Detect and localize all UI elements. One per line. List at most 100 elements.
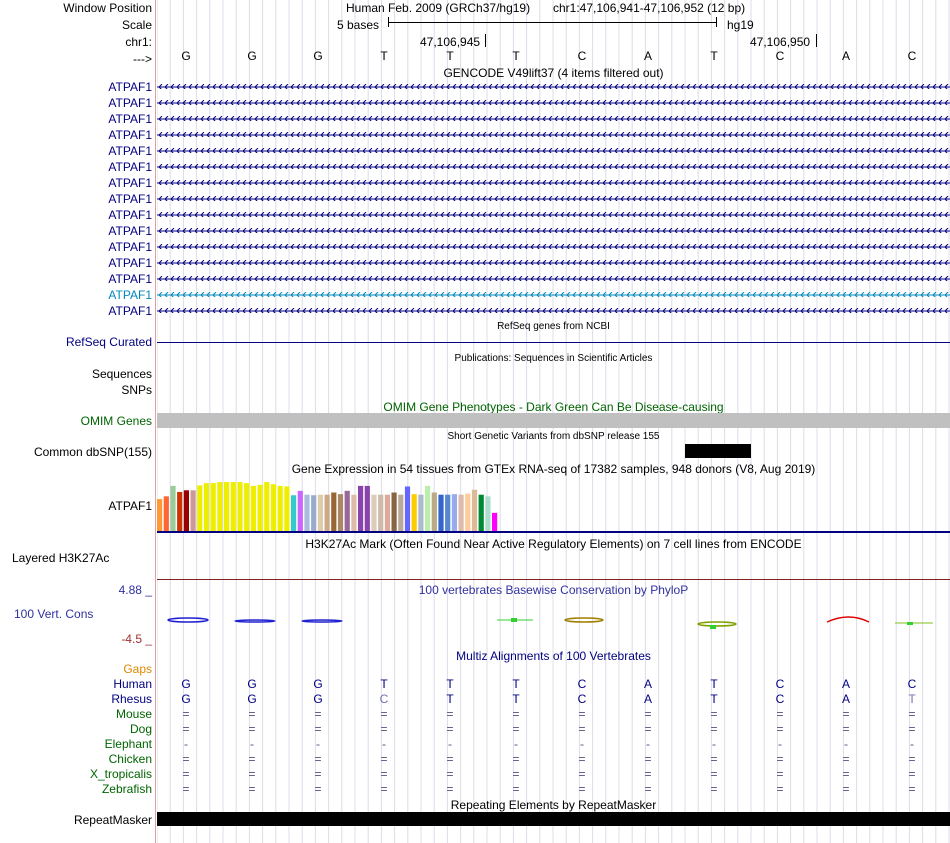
gtex-tissue-bar bbox=[317, 494, 323, 531]
gencode-transcript-label[interactable]: ATPAF1 bbox=[108, 224, 152, 238]
omim-genes-label[interactable]: OMIM Genes bbox=[80, 414, 152, 428]
base-letter: T bbox=[512, 49, 520, 63]
refseq-curated-label[interactable]: RefSeq Curated bbox=[65, 335, 152, 349]
gtex-tissue-bar bbox=[284, 486, 290, 531]
multiz-base: = bbox=[182, 707, 190, 721]
repeatmasker-track-title[interactable]: Repeating Elements by RepeatMasker bbox=[450, 798, 657, 812]
gencode-transcript-label[interactable]: ATPAF1 bbox=[108, 80, 152, 94]
multiz-base: = bbox=[644, 707, 652, 721]
multiz-base: = bbox=[512, 707, 520, 721]
phylop-conservation-plot[interactable] bbox=[157, 612, 950, 632]
multiz-base: = bbox=[644, 782, 652, 796]
gencode-transcript-line[interactable] bbox=[157, 260, 950, 265]
gencode-transcript-line[interactable] bbox=[157, 100, 950, 105]
h3k27ac-baseline bbox=[157, 579, 950, 580]
gencode-transcript-label[interactable]: ATPAF1 bbox=[108, 240, 152, 254]
dbsnp-track-title[interactable]: Short Genetic Variants from dbSNP releas… bbox=[447, 431, 660, 442]
gencode-transcript-line[interactable] bbox=[157, 132, 950, 137]
gencode-track-title[interactable]: GENCODE V49lift37 (4 items filtered out) bbox=[443, 66, 664, 80]
multiz-base: C bbox=[577, 677, 587, 691]
repeatmasker-element-bar[interactable] bbox=[157, 812, 950, 826]
gtex-gene-label[interactable]: ATPAF1 bbox=[108, 499, 152, 513]
gtex-track-title[interactable]: Gene Expression in 54 tissues from GTEx … bbox=[291, 462, 816, 476]
publications-track-title[interactable]: Publications: Sequences in Scientific Ar… bbox=[454, 353, 653, 364]
gencode-transcript-label[interactable]: ATPAF1 bbox=[108, 208, 152, 222]
multiz-base: G bbox=[181, 692, 191, 706]
base-letter: C bbox=[577, 49, 587, 63]
cons-track-label[interactable]: 100 Vert. Cons bbox=[14, 607, 94, 621]
publications-sequences-label[interactable]: Sequences bbox=[91, 367, 152, 381]
h3k27ac-track-title[interactable]: H3K27Ac Mark (Often Found Near Active Re… bbox=[305, 537, 802, 551]
multiz-track-title[interactable]: Multiz Alignments of 100 Vertebrates bbox=[456, 649, 651, 663]
assembly-text[interactable]: Human Feb. 2009 (GRCh37/hg19) bbox=[346, 1, 531, 15]
gencode-transcript-line[interactable] bbox=[157, 116, 950, 121]
gencode-transcript-line[interactable] bbox=[157, 196, 950, 201]
multiz-base: = bbox=[182, 782, 190, 796]
repeatmasker-label[interactable]: RepeatMasker bbox=[73, 813, 152, 827]
position-text[interactable]: chr1:47,106,941-47,106,952 (12 bp) bbox=[553, 1, 746, 15]
gtex-tissue-bar bbox=[297, 490, 303, 531]
gtex-bar-chart[interactable] bbox=[157, 476, 557, 531]
gtex-tissue-bar bbox=[371, 494, 377, 531]
gtex-tissue-bar bbox=[398, 494, 404, 531]
gencode-transcript-line[interactable] bbox=[157, 212, 950, 217]
gencode-transcript-label[interactable]: ATPAF1 bbox=[108, 96, 152, 110]
multiz-species-label[interactable]: Human bbox=[113, 677, 152, 691]
multiz-base: G bbox=[313, 677, 323, 691]
gencode-transcript-label[interactable]: ATPAF1 bbox=[108, 256, 152, 270]
base-letter: G bbox=[313, 49, 323, 63]
multiz-base: = bbox=[248, 767, 256, 781]
multiz-base: = bbox=[578, 722, 586, 736]
gencode-transcript-label[interactable]: ATPAF1 bbox=[108, 176, 152, 190]
multiz-species-label[interactable]: X_tropicalis bbox=[89, 767, 152, 781]
multiz-base: = bbox=[314, 767, 322, 781]
multiz-base: C bbox=[577, 692, 587, 706]
gtex-tissue-bar bbox=[344, 490, 350, 531]
multiz-base: = bbox=[710, 722, 718, 736]
omim-track-title[interactable]: OMIM Gene Phenotypes - Dark Green Can Be… bbox=[383, 400, 724, 414]
multiz-base: = bbox=[380, 707, 388, 721]
publications-snps-label[interactable]: SNPs bbox=[121, 383, 152, 397]
dbsnp-variant-block[interactable] bbox=[685, 444, 751, 458]
multiz-species-label[interactable]: Rhesus bbox=[111, 692, 152, 706]
multiz-species-label[interactable]: Zebrafish bbox=[101, 782, 152, 796]
gencode-transcript-label[interactable]: ATPAF1 bbox=[108, 304, 152, 318]
layered-h3k27ac-label[interactable]: Layered H3K27Ac bbox=[12, 551, 110, 565]
gtex-tissue-bar bbox=[203, 483, 210, 531]
multiz-base: - bbox=[250, 737, 254, 751]
gencode-transcript-label[interactable]: ATPAF1 bbox=[108, 160, 152, 174]
refseq-track-title[interactable]: RefSeq genes from NCBI bbox=[497, 321, 610, 332]
omim-gene-bar[interactable] bbox=[157, 413, 950, 428]
gencode-transcript-line[interactable] bbox=[157, 148, 950, 153]
base-letter: C bbox=[907, 49, 917, 63]
gencode-transcript-label[interactable]: ATPAF1 bbox=[108, 144, 152, 158]
multiz-species-label[interactable]: Elephant bbox=[104, 737, 152, 751]
gencode-transcript-line[interactable] bbox=[157, 228, 950, 233]
multiz-species-label[interactable]: Mouse bbox=[115, 707, 152, 721]
gtex-tissue-bar bbox=[438, 494, 444, 531]
multiz-species-label[interactable]: Chicken bbox=[108, 752, 152, 766]
multiz-gaps-label[interactable]: Gaps bbox=[123, 662, 152, 676]
gtex-tissue-bar bbox=[492, 512, 498, 531]
multiz-species-label[interactable]: Dog bbox=[129, 722, 152, 736]
gencode-transcript-line[interactable] bbox=[157, 164, 950, 169]
gencode-transcript-line[interactable] bbox=[157, 276, 950, 281]
multiz-base: = bbox=[512, 722, 520, 736]
gencode-transcript-label[interactable]: ATPAF1 bbox=[108, 288, 152, 302]
multiz-base: = bbox=[314, 752, 322, 766]
gencode-transcript-line[interactable] bbox=[157, 308, 950, 313]
gencode-transcript-line[interactable] bbox=[157, 292, 950, 297]
refseq-gene-line[interactable] bbox=[157, 342, 950, 343]
gencode-transcript-line[interactable] bbox=[157, 84, 950, 89]
gencode-transcript-label[interactable]: ATPAF1 bbox=[108, 112, 152, 126]
gencode-transcript-line[interactable] bbox=[157, 244, 950, 249]
gencode-transcript-label[interactable]: ATPAF1 bbox=[108, 128, 152, 142]
cons-track-title[interactable]: 100 vertebrates Basewise Conservation by… bbox=[418, 583, 689, 597]
gencode-transcript-label[interactable]: ATPAF1 bbox=[108, 192, 152, 206]
gencode-transcript-label[interactable]: ATPAF1 bbox=[108, 272, 152, 286]
common-dbsnp-label[interactable]: Common dbSNP(155) bbox=[33, 445, 152, 459]
multiz-base: = bbox=[380, 767, 388, 781]
gtex-tissue-bar bbox=[304, 494, 310, 531]
gencode-transcript-line[interactable] bbox=[157, 180, 950, 185]
multiz-base: T bbox=[710, 677, 718, 691]
